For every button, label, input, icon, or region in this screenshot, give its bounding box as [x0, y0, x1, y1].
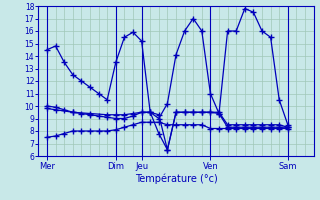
X-axis label: Température (°c): Température (°c)	[135, 173, 217, 184]
